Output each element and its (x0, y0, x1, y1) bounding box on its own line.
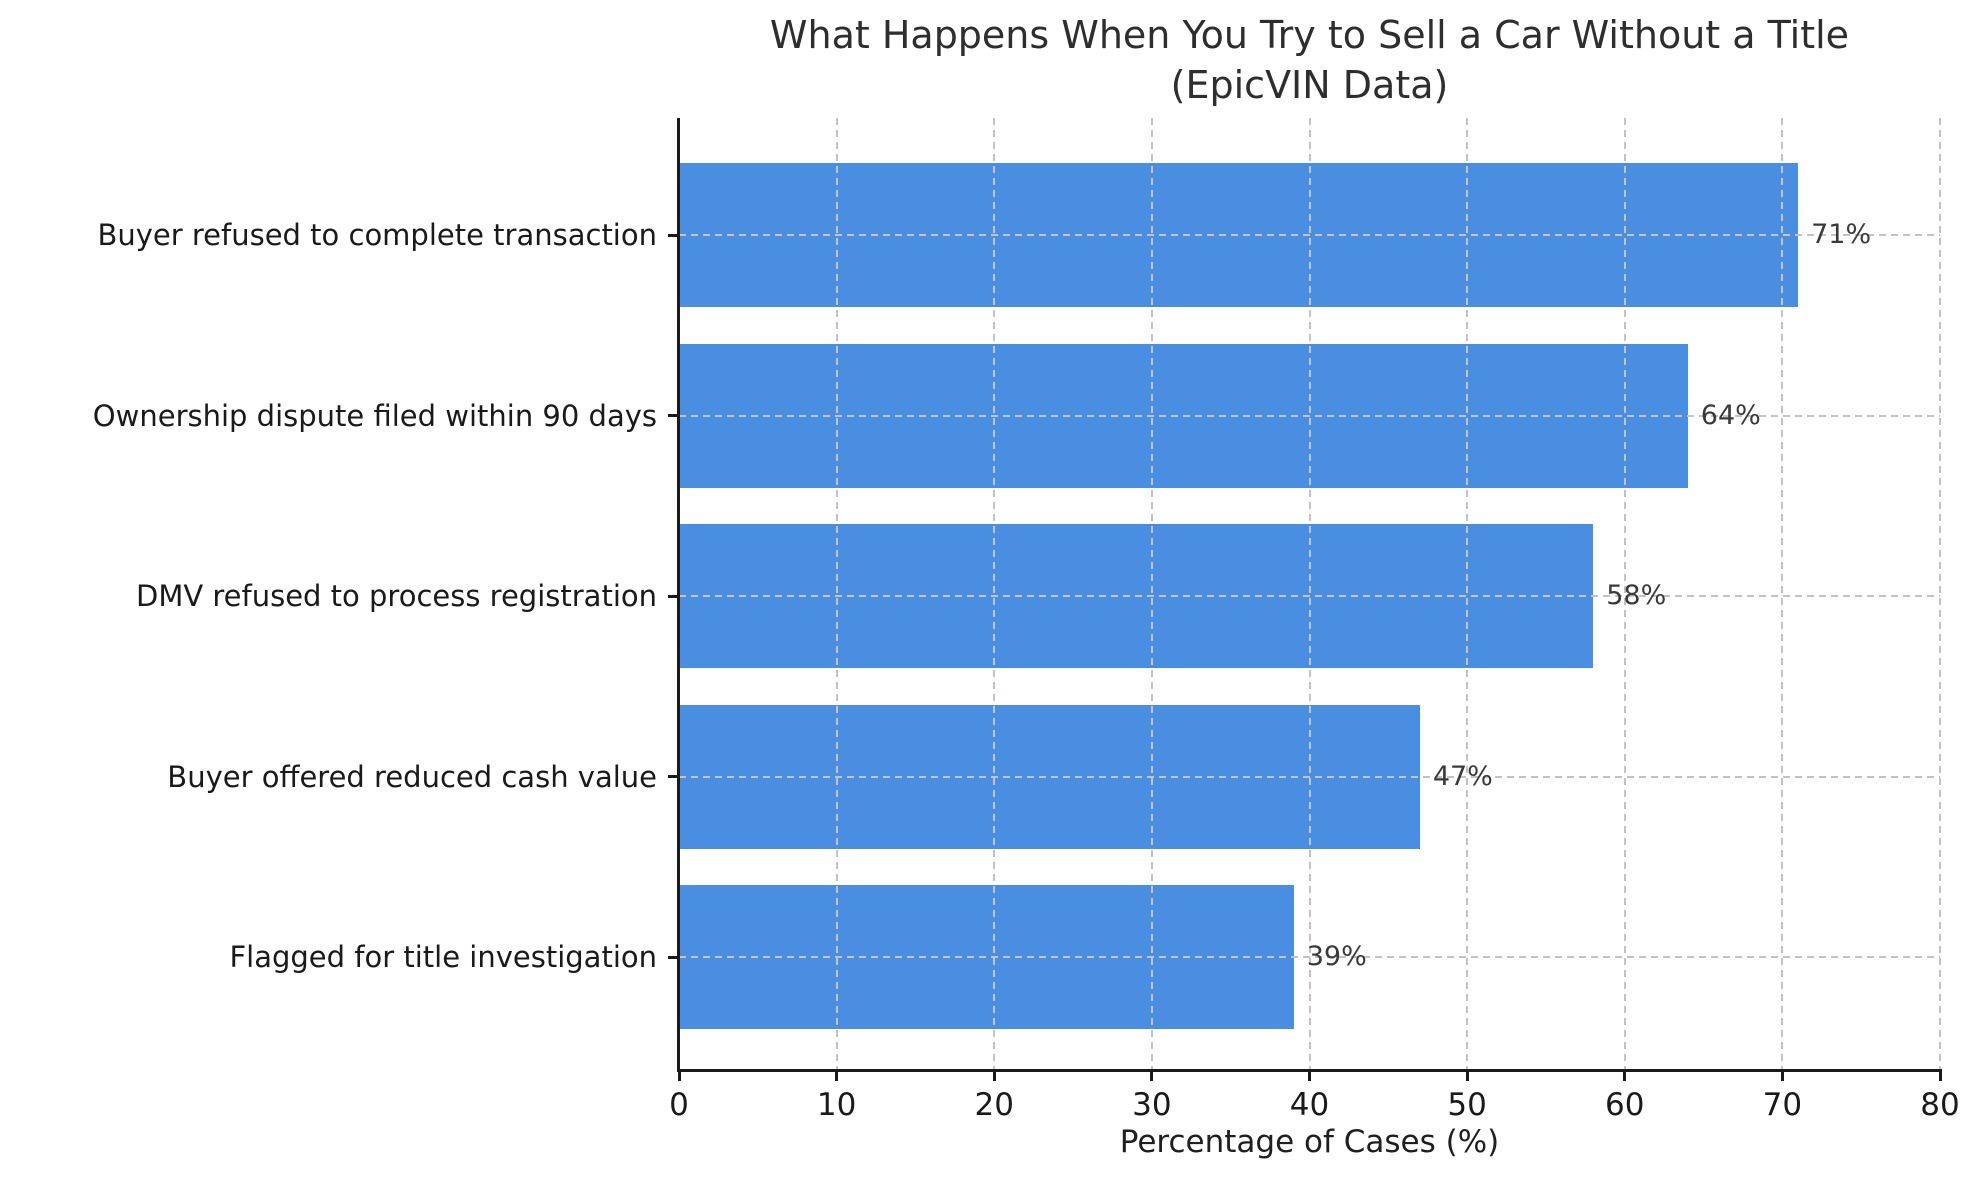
x-tick-mark (1465, 1069, 1469, 1081)
x-tick-label: 40 (1289, 1087, 1330, 1123)
x-tick-label: 10 (816, 1087, 857, 1123)
x-tick-label: 50 (1447, 1087, 1487, 1123)
x-axis-spine (677, 1069, 1942, 1072)
x-tick-mark (1780, 1069, 1784, 1081)
y-gridline (679, 234, 1940, 236)
chart-subtitle: (EpicVIN Data) (1170, 63, 1449, 107)
category-label: Buyer refused to complete transaction (97, 218, 657, 252)
x-gridline (993, 118, 996, 1069)
x-tick-label: 0 (669, 1087, 689, 1123)
x-tick-label: 20 (974, 1087, 1014, 1123)
x-gridline (1466, 118, 1469, 1069)
y-gridline (679, 414, 1940, 417)
x-tick-mark (1150, 1069, 1154, 1081)
y-tick-mark (668, 775, 679, 778)
x-tick-label: 30 (1132, 1087, 1172, 1123)
category-label: DMV refused to process registration (135, 579, 657, 613)
category-label: Flagged for title investigation (229, 940, 657, 974)
y-gridline (679, 775, 1940, 778)
value-label: 39% (1306, 941, 1367, 972)
x-gridline (1308, 118, 1311, 1069)
y-tick-mark (668, 233, 679, 237)
x-tick-label: 70 (1762, 1087, 1803, 1123)
value-label: 58% (1606, 580, 1667, 611)
value-label: 47% (1432, 760, 1493, 792)
x-tick-mark (992, 1069, 996, 1081)
y-axis-spine (677, 118, 680, 1072)
x-gridline (1781, 118, 1784, 1069)
category-label: Buyer offered reduced cash value (167, 759, 657, 794)
chart-title: What Happens When You Try to Sell a Car … (769, 13, 1850, 57)
x-tick-mark (1623, 1069, 1627, 1081)
x-tick-label: 60 (1605, 1087, 1645, 1123)
category-label: Ownership dispute filed within 90 days (92, 398, 657, 433)
y-gridline (679, 595, 1940, 597)
y-tick-mark (668, 594, 679, 598)
y-tick-mark (668, 414, 679, 417)
value-label: 64% (1700, 399, 1761, 431)
x-tick-mark (1938, 1069, 1942, 1081)
y-gridline (679, 956, 1940, 958)
x-gridline (1623, 118, 1626, 1069)
x-axis-label: Percentage of Cases (%) (1119, 1124, 1500, 1160)
x-tick-label: 80 (1920, 1087, 1960, 1123)
x-tick-mark (1308, 1069, 1311, 1081)
value-label: 71% (1811, 219, 1872, 250)
x-gridline (1150, 118, 1153, 1069)
x-gridline (1939, 118, 1941, 1069)
x-tick-mark (677, 1069, 681, 1081)
y-tick-mark (668, 955, 679, 959)
x-gridline (835, 118, 838, 1069)
x-tick-mark (835, 1069, 839, 1081)
